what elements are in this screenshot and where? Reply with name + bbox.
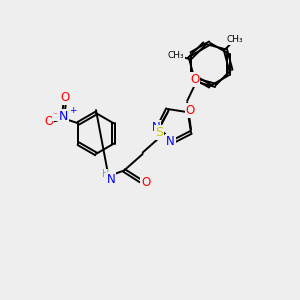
Text: O: O	[186, 104, 195, 117]
Text: N: N	[106, 173, 115, 186]
Text: N: N	[166, 135, 175, 148]
Text: +: +	[70, 106, 77, 115]
Text: O: O	[141, 176, 151, 189]
Text: CH₃: CH₃	[226, 35, 243, 44]
Text: O: O	[190, 73, 200, 86]
Text: N: N	[58, 110, 68, 123]
Text: O: O	[44, 115, 53, 128]
Text: CH₃: CH₃	[168, 51, 184, 60]
Text: O: O	[60, 91, 70, 104]
Text: H: H	[102, 169, 109, 179]
Text: ⁻: ⁻	[52, 111, 57, 120]
Text: N: N	[152, 121, 160, 134]
Text: S: S	[155, 126, 163, 139]
